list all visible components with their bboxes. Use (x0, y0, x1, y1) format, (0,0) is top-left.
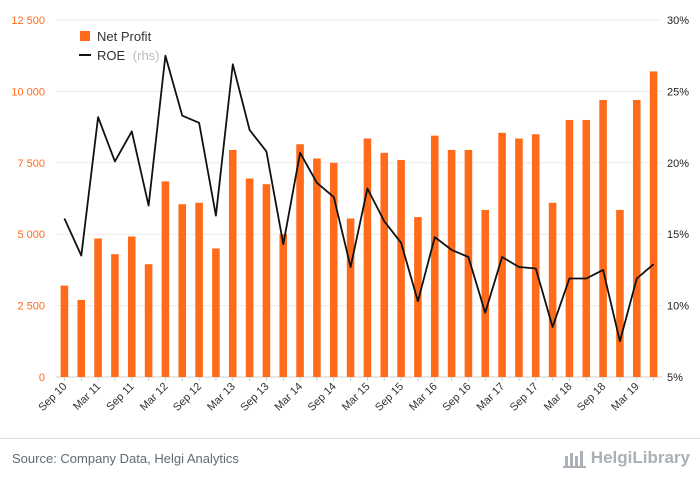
net-profit-bar (447, 149, 456, 377)
net-profit-bar (414, 217, 422, 377)
chart: 0 2 500 5 000 7 500 10 000 12 500 5% 10% 15% 20%… (11, 15, 689, 414)
net-profit-bar (599, 99, 607, 377)
net-profit-bar (430, 135, 439, 377)
net-profit-bar (649, 71, 658, 378)
x-tick-label: Sep 12 (171, 381, 204, 414)
net-profit-bar (313, 158, 321, 377)
brand-logo: HelgiLibrary (562, 448, 690, 468)
y-right-tick-label: 5% (667, 372, 683, 384)
library-icon (562, 451, 586, 468)
net-profit-bars (60, 71, 658, 378)
net-profit-bar (60, 285, 69, 377)
footer-divider (0, 438, 700, 439)
x-tick-label: Sep 17 (508, 381, 541, 414)
net-profit-bar (498, 132, 506, 377)
x-tick-label: Sep 18 (575, 381, 608, 414)
net-profit-bar (397, 159, 405, 377)
net-profit-bar (464, 149, 473, 377)
y-right-tick-label: 30% (667, 15, 689, 27)
x-axis: Sep 10 Mar 11 Sep 11 Mar 12 Sep 12 Mar 13 Sep … (36, 377, 655, 414)
net-profit-bar (195, 202, 203, 377)
net-profit-bar (245, 178, 254, 377)
net-profit-bar (144, 264, 153, 377)
legend-swatch-net-profit (80, 31, 90, 41)
y-left-tick-label: 7 500 (17, 158, 45, 170)
net-profit-bar (548, 202, 557, 377)
net-profit-bar (346, 218, 355, 377)
net-profit-bar (363, 138, 372, 377)
net-profit-bar (380, 152, 389, 377)
y-left-tick-label: 0 (39, 372, 45, 384)
y-right-tick-label: 20% (667, 158, 689, 170)
net-profit-bar (178, 204, 187, 377)
x-tick-label: Mar 19 (609, 381, 642, 414)
net-profit-bar (279, 234, 288, 377)
y-left-tick-label: 10 000 (11, 86, 45, 98)
y-right-tick-label: 10% (667, 301, 689, 313)
net-profit-bar (329, 162, 338, 377)
x-tick-label: Mar 15 (340, 381, 373, 414)
right-y-axis: 5% 10% 15% 20% 25% 30% (667, 15, 689, 384)
x-tick-label: Sep 14 (306, 381, 339, 414)
net-profit-bar (161, 181, 170, 377)
net-profit-bar (212, 248, 220, 377)
legend-label-net-profit: Net Profit (97, 29, 152, 44)
net-profit-bar (531, 134, 540, 377)
legend-label-roe: ROE (rhs) (97, 48, 160, 63)
legend: Net Profit ROE (rhs) (79, 29, 160, 63)
net-profit-bar (296, 144, 304, 377)
x-tick-label: Mar 18 (542, 381, 575, 414)
y-left-tick-label: 5 000 (17, 229, 45, 241)
net-profit-bar (228, 149, 237, 377)
net-profit-bar (632, 99, 641, 377)
x-tick-label: Sep 13 (238, 381, 271, 414)
net-profit-bar (515, 138, 523, 377)
x-tick-label: Sep 10 (36, 381, 69, 414)
x-tick-label: Mar 14 (273, 381, 306, 414)
roe-line (63, 54, 655, 343)
y-left-tick-label: 2 500 (17, 301, 45, 313)
roe-line-group (63, 54, 655, 343)
net-profit-bar (582, 119, 591, 378)
net-profit-bar (565, 119, 574, 378)
net-profit-bar (262, 184, 271, 377)
x-tick-label: Sep 15 (373, 381, 406, 414)
x-tick-label: Mar 17 (475, 381, 508, 414)
y-left-tick-label: 12 500 (11, 15, 45, 27)
x-tick-label: Mar 12 (138, 381, 171, 414)
legend-label-roe-suffix: (rhs) (133, 48, 160, 63)
y-right-tick-label: 15% (667, 229, 689, 241)
left-y-axis: 0 2 500 5 000 7 500 10 000 12 500 (11, 15, 45, 384)
x-tick-label: Sep 16 (440, 381, 473, 414)
x-tick-label: Sep 11 (104, 381, 137, 414)
gridlines (56, 19, 662, 378)
net-profit-bar (481, 209, 490, 377)
net-profit-bar (111, 254, 119, 377)
x-tick-label: Mar 11 (71, 381, 103, 413)
source-note: Source: Company Data, Helgi Analytics (12, 451, 239, 466)
brand-name: HelgiLibrary (590, 448, 690, 467)
net-profit-bar (94, 238, 102, 377)
x-tick-label: Mar 16 (407, 381, 440, 414)
net-profit-bar (77, 299, 86, 377)
net-profit-bar (616, 209, 624, 377)
net-profit-bar (127, 236, 136, 377)
y-right-tick-label: 25% (667, 86, 689, 98)
legend-label-roe-name: ROE (97, 48, 126, 63)
x-tick-label: Mar 13 (205, 381, 238, 414)
